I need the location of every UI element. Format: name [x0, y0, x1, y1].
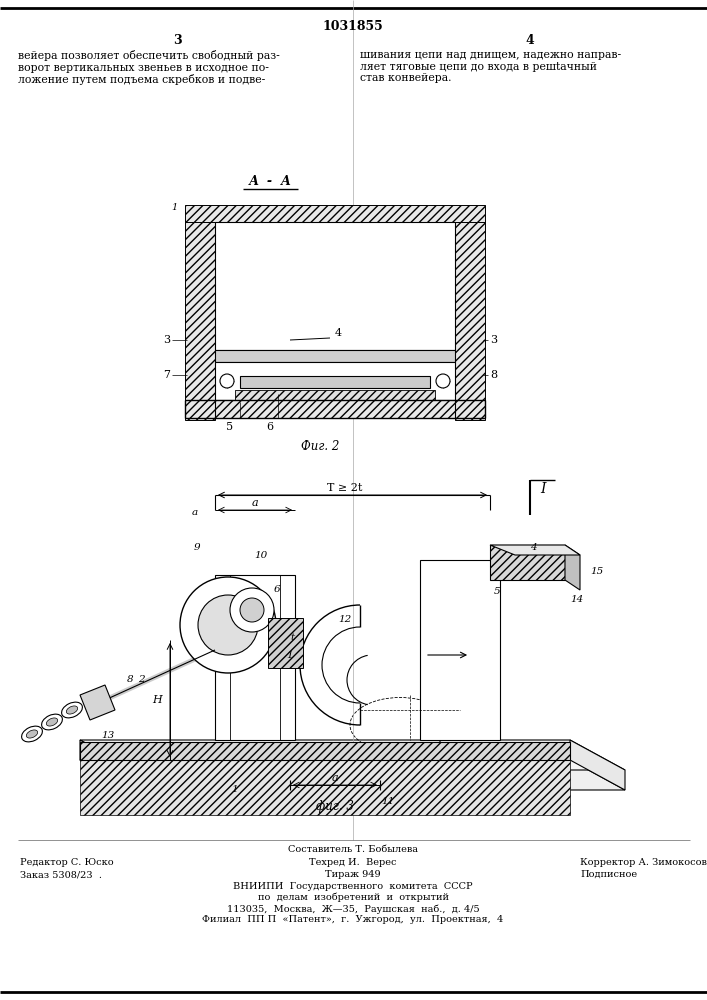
Text: T ≥ 2t: T ≥ 2t	[327, 483, 363, 493]
Ellipse shape	[66, 706, 78, 714]
Bar	[215, 222, 455, 350]
Polygon shape	[570, 740, 625, 790]
Text: А  -  А: А - А	[248, 175, 291, 188]
Bar	[215, 350, 455, 362]
Text: 113035,  Москва,  Ж—35,  Раушская  наб.,  д. 4/5: 113035, Москва, Ж—35, Раушская наб., д. …	[227, 904, 479, 914]
Circle shape	[240, 598, 264, 622]
Circle shape	[180, 577, 276, 673]
Ellipse shape	[42, 714, 62, 730]
Text: 8: 8	[127, 676, 133, 684]
Circle shape	[230, 588, 274, 632]
Text: Редактор С. Юско: Редактор С. Юско	[20, 858, 114, 867]
Text: 4: 4	[530, 544, 537, 552]
Text: 1: 1	[286, 650, 293, 660]
Text: 6: 6	[267, 422, 274, 432]
Bar	[185, 400, 485, 418]
Text: 2: 2	[139, 676, 145, 684]
Circle shape	[220, 374, 234, 388]
Polygon shape	[80, 760, 625, 790]
Circle shape	[198, 595, 258, 655]
Text: a: a	[332, 773, 339, 783]
Ellipse shape	[47, 718, 58, 726]
Text: t: t	[291, 634, 295, 643]
Text: по  делам  изобретений  и  открытий: по делам изобретений и открытий	[257, 893, 448, 902]
Text: 9: 9	[194, 542, 200, 552]
Circle shape	[436, 374, 450, 388]
Text: 13: 13	[102, 730, 115, 740]
Text: 5: 5	[493, 587, 500, 596]
Text: 4: 4	[525, 34, 534, 47]
Polygon shape	[490, 545, 580, 555]
Bar	[80, 760, 570, 815]
Text: 11: 11	[381, 797, 395, 806]
Polygon shape	[80, 685, 115, 720]
Text: 14: 14	[570, 595, 583, 604]
Text: Заказ 5308/23  .: Заказ 5308/23 .	[20, 870, 102, 879]
Ellipse shape	[62, 702, 83, 718]
Bar	[215, 362, 455, 400]
Bar	[420, 560, 500, 740]
Text: 5: 5	[226, 422, 233, 432]
Ellipse shape	[22, 726, 42, 742]
Bar	[268, 618, 303, 668]
Text: 4: 4	[335, 328, 342, 338]
Bar	[185, 205, 485, 222]
Text: 6: 6	[274, 585, 280, 594]
Text: 8: 8	[490, 370, 497, 380]
Bar	[235, 390, 435, 405]
Text: H: H	[152, 695, 162, 705]
Ellipse shape	[26, 730, 37, 738]
Bar	[455, 222, 485, 420]
Polygon shape	[80, 742, 570, 760]
Text: 3: 3	[173, 34, 181, 47]
Text: фиг. 3: фиг. 3	[316, 800, 354, 813]
Text: 1: 1	[172, 204, 178, 213]
Text: 1: 1	[232, 785, 238, 794]
Text: 1031855: 1031855	[322, 20, 383, 33]
Text: 3: 3	[490, 335, 497, 345]
Polygon shape	[490, 545, 565, 580]
Polygon shape	[565, 545, 580, 590]
Text: Фиг. 2: Фиг. 2	[300, 440, 339, 453]
Text: 12: 12	[339, 615, 352, 624]
Text: 7: 7	[163, 370, 170, 380]
Bar	[185, 222, 215, 420]
Polygon shape	[80, 740, 625, 770]
Text: Корректор А. Зимокосов: Корректор А. Зимокосов	[580, 858, 707, 867]
Text: Составитель Т. Бобылева: Составитель Т. Бобылева	[288, 845, 418, 854]
Text: Техред И.  Верес: Техред И. Верес	[309, 858, 397, 867]
Text: 10: 10	[255, 550, 268, 560]
Text: 15: 15	[590, 568, 603, 576]
Text: a: a	[252, 498, 258, 508]
Polygon shape	[80, 740, 135, 790]
Text: a: a	[192, 508, 198, 517]
Text: Тираж 949: Тираж 949	[325, 870, 381, 879]
Bar	[215, 575, 295, 740]
Text: Филиал  ПП П  «Патент»,  г.  Ужгород,  ул.  Проектная,  4: Филиал ПП П «Патент», г. Ужгород, ул. Пр…	[202, 915, 503, 924]
Bar	[240, 376, 430, 388]
Text: 3: 3	[163, 335, 170, 345]
Text: вейера позволяет обеспечить свободный раз-
ворот вертикальных звеньев в исходное: вейера позволяет обеспечить свободный ра…	[18, 50, 280, 85]
Text: ВНИИПИ  Государственного  комитета  СССР: ВНИИПИ Государственного комитета СССР	[233, 882, 473, 891]
Text: I: I	[540, 482, 546, 496]
Text: шивания цепи над днищем, надежно направ-
ляет тяговые цепи до входа в решtачный
: шивания цепи над днищем, надежно направ-…	[360, 50, 621, 83]
Text: Подписное: Подписное	[580, 870, 637, 879]
